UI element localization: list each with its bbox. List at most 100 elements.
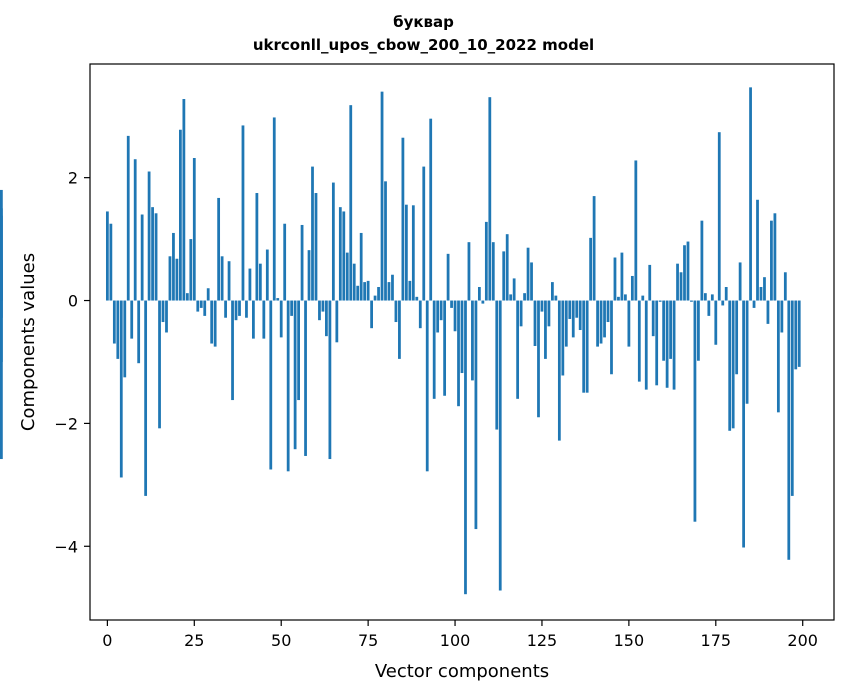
bar-60	[314, 193, 318, 301]
x-tick-label: 25	[184, 631, 204, 650]
bar-132	[564, 300, 568, 347]
bar-197	[790, 300, 794, 496]
bar-110	[488, 97, 492, 301]
bar-18	[168, 256, 172, 301]
x-tick-label: 175	[701, 631, 732, 650]
bar-6	[126, 135, 130, 301]
bar-16	[161, 300, 165, 323]
bar-189	[763, 277, 766, 301]
bar-70	[349, 105, 353, 301]
bar-124	[537, 300, 540, 418]
bar-9	[137, 300, 141, 364]
bar-58	[307, 250, 311, 301]
bar-157	[651, 300, 655, 337]
bar-36	[231, 300, 234, 401]
bar-160	[662, 300, 666, 361]
bar-199	[797, 300, 801, 367]
bar-78	[377, 287, 380, 301]
bar-91	[422, 166, 426, 301]
bar-45	[262, 300, 266, 339]
bar-153	[637, 300, 641, 382]
plot-frame	[89, 63, 835, 621]
bar-194	[780, 300, 784, 333]
bar-73	[359, 232, 363, 301]
bar-19	[172, 232, 175, 301]
bar-185	[749, 87, 752, 301]
bar-79	[380, 91, 384, 301]
bar-29	[206, 288, 210, 301]
bar-57	[304, 300, 307, 456]
bar-10	[140, 214, 144, 301]
bar-109	[484, 221, 488, 301]
bar-87	[408, 280, 412, 301]
bar-82	[391, 274, 394, 301]
bar-191	[770, 220, 773, 301]
bar-159	[658, 300, 662, 302]
bar-99	[450, 300, 453, 308]
bar-167	[686, 241, 690, 301]
bar-100	[453, 300, 457, 332]
bar-120	[523, 293, 526, 301]
bar-30	[210, 300, 214, 344]
bar-188	[759, 287, 763, 301]
bar-52	[286, 300, 290, 472]
bar-69	[345, 252, 349, 301]
bar-4	[119, 300, 123, 478]
bar-163	[672, 300, 676, 390]
bar-104	[467, 242, 471, 301]
bar-15	[158, 300, 161, 429]
bar-101	[457, 300, 460, 407]
bar-14	[154, 213, 158, 301]
bar-195	[783, 272, 787, 301]
bar-62	[321, 300, 325, 312]
bar-32	[217, 197, 221, 301]
bar-116	[509, 294, 513, 301]
bar-94	[432, 300, 436, 399]
y-tick-label: 0	[68, 292, 78, 311]
bar-118	[516, 300, 520, 399]
bar-47	[269, 300, 273, 470]
bar-193	[776, 300, 780, 413]
bar-168	[690, 300, 693, 302]
bars-group	[0, 87, 801, 595]
bar-166	[683, 245, 686, 301]
bar-176	[717, 132, 721, 301]
bar-148	[620, 252, 624, 301]
bar-84	[398, 300, 401, 359]
bar-125	[540, 300, 544, 312]
bar-24	[189, 239, 193, 301]
bar-162	[669, 300, 672, 359]
y-tick-label: −4	[54, 537, 78, 556]
bar-75	[366, 280, 370, 301]
bar-130	[557, 300, 561, 441]
bar-50	[279, 300, 283, 338]
x-tick-label: 75	[358, 631, 378, 650]
bar-184	[745, 300, 749, 404]
bar-134	[571, 300, 575, 338]
bar-183	[742, 300, 745, 548]
bar-190	[766, 300, 770, 324]
bar-103	[464, 300, 467, 595]
bar-206	[0, 208, 3, 301]
bar-154	[641, 295, 645, 301]
bar-179	[728, 300, 732, 431]
bar-187	[756, 199, 759, 301]
bar-65	[331, 182, 335, 301]
x-tick-label: 0	[102, 631, 112, 650]
bar-42	[252, 300, 255, 339]
bar-40	[245, 300, 248, 318]
bar-90	[418, 300, 422, 329]
bar-136	[578, 300, 582, 331]
bar-20	[175, 258, 179, 301]
bar-31	[213, 300, 217, 347]
bar-139	[589, 237, 593, 301]
bar-117	[512, 278, 516, 301]
bar-141	[596, 300, 599, 347]
bar-68	[342, 211, 346, 301]
bar-37	[234, 300, 238, 321]
bar-107	[477, 287, 481, 301]
bar-92	[425, 300, 429, 472]
bar-150	[627, 300, 631, 347]
bar-23	[185, 293, 189, 301]
bar-122	[530, 262, 533, 301]
